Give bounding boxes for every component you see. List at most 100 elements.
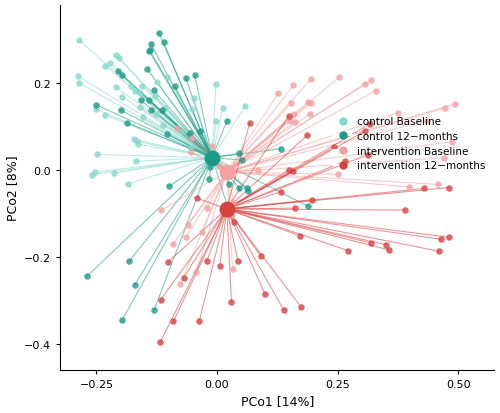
Point xyxy=(106,61,114,68)
Point xyxy=(115,55,123,62)
Point xyxy=(444,185,452,192)
Point xyxy=(284,114,292,120)
Point xyxy=(206,164,214,171)
Point xyxy=(92,107,100,113)
Point xyxy=(401,207,409,214)
Point xyxy=(285,167,293,174)
Point xyxy=(136,104,144,111)
Point xyxy=(190,95,198,102)
Point xyxy=(156,339,164,346)
Point xyxy=(423,118,431,125)
Point xyxy=(110,171,118,177)
Point xyxy=(216,263,224,269)
Point xyxy=(112,53,120,59)
Point xyxy=(306,111,314,118)
Point xyxy=(297,304,305,310)
Point xyxy=(159,123,167,129)
Point xyxy=(280,307,288,313)
Point xyxy=(83,273,91,280)
Point xyxy=(304,204,312,210)
Point xyxy=(448,139,456,146)
Point xyxy=(203,258,211,264)
Point xyxy=(308,197,316,204)
Point xyxy=(152,112,160,119)
Point xyxy=(228,299,235,305)
Point xyxy=(193,195,201,202)
Point xyxy=(125,259,133,265)
Point xyxy=(143,66,151,73)
Point xyxy=(212,81,220,88)
Point xyxy=(139,115,147,121)
Point xyxy=(368,78,376,85)
Point xyxy=(176,281,184,288)
Point xyxy=(341,159,349,165)
Point xyxy=(74,37,82,44)
Point xyxy=(145,98,153,104)
Point xyxy=(182,75,190,82)
Point xyxy=(228,212,235,218)
Point xyxy=(163,75,171,81)
Point xyxy=(188,107,196,113)
Point xyxy=(335,75,343,81)
Point xyxy=(234,259,242,265)
Point xyxy=(150,307,158,314)
Point xyxy=(226,211,234,218)
Point xyxy=(230,220,237,226)
Point xyxy=(290,112,298,119)
Point xyxy=(288,101,296,107)
Point xyxy=(441,105,449,112)
Point xyxy=(146,49,154,56)
Point xyxy=(112,84,120,91)
Point xyxy=(436,236,444,243)
Point xyxy=(406,184,413,191)
Point xyxy=(130,136,138,143)
Point xyxy=(179,128,187,135)
Point xyxy=(364,152,372,159)
Point xyxy=(133,139,141,145)
Point xyxy=(75,81,83,87)
Point xyxy=(276,146,284,153)
Point xyxy=(274,91,282,97)
Point xyxy=(153,80,161,86)
Point xyxy=(291,119,299,126)
Point xyxy=(228,266,236,273)
Point xyxy=(451,102,459,108)
Point xyxy=(156,297,164,303)
Point xyxy=(170,83,178,90)
Point xyxy=(420,186,428,192)
Legend: control Baseline, control 12−months, intervention Baseline, intervention 12−mont: control Baseline, control 12−months, int… xyxy=(328,113,489,175)
Point xyxy=(146,47,154,54)
Point xyxy=(161,106,169,112)
Point xyxy=(226,181,234,188)
Point xyxy=(91,169,99,176)
Point xyxy=(198,229,206,236)
Point xyxy=(117,107,125,114)
Point xyxy=(157,207,165,214)
Point xyxy=(180,275,188,281)
Point xyxy=(136,90,144,97)
Point xyxy=(130,282,138,289)
Point xyxy=(208,155,216,161)
Point xyxy=(118,94,126,101)
Point xyxy=(196,128,203,135)
Point xyxy=(150,88,158,94)
Point xyxy=(192,269,200,276)
Point xyxy=(236,151,244,157)
Point xyxy=(114,69,122,76)
Point xyxy=(219,105,227,112)
Point xyxy=(74,74,82,81)
Point xyxy=(244,188,252,195)
Point xyxy=(92,152,100,159)
Point xyxy=(440,155,448,162)
Point xyxy=(222,119,230,125)
Point xyxy=(170,318,177,325)
Point xyxy=(174,125,182,132)
Point xyxy=(102,63,110,70)
Point xyxy=(256,253,264,259)
Point xyxy=(330,145,338,151)
Point xyxy=(208,155,216,161)
Point xyxy=(303,133,311,139)
Point xyxy=(434,248,442,255)
Point xyxy=(334,171,342,178)
Point xyxy=(92,102,100,109)
